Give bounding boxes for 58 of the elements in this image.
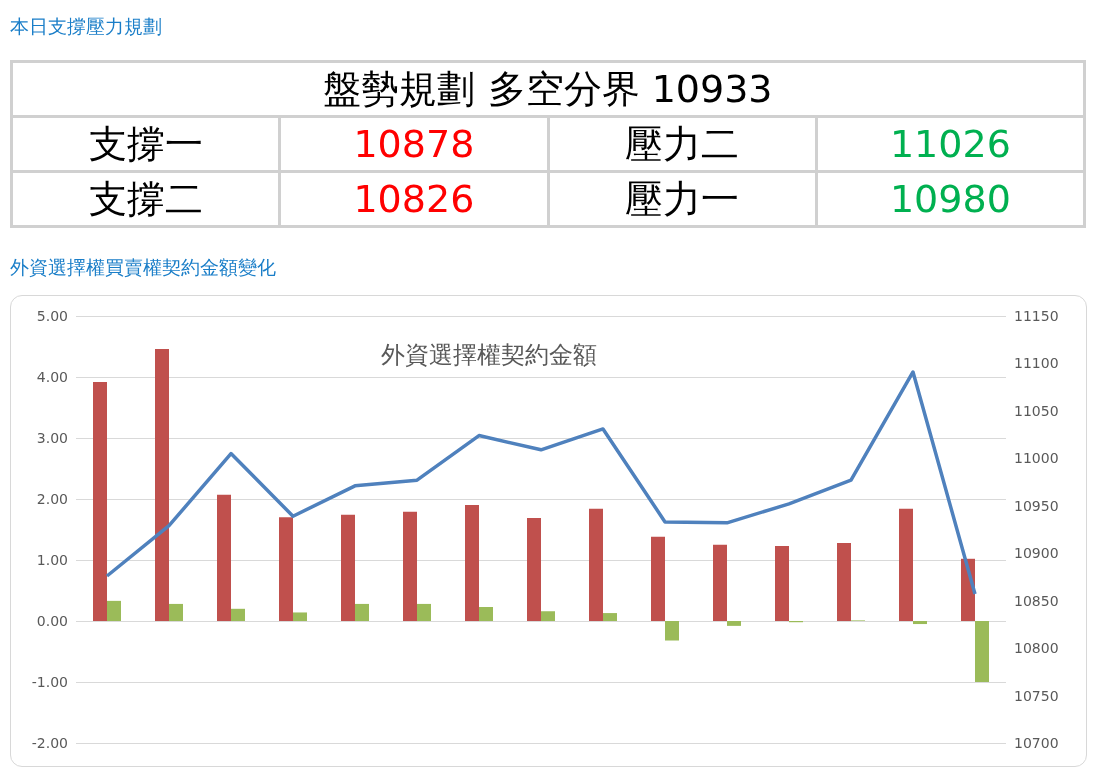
bar xyxy=(541,611,555,621)
bar xyxy=(465,505,479,621)
y-tick-label: 3.00 xyxy=(36,430,68,446)
bar xyxy=(169,603,183,621)
text: 10826 xyxy=(279,171,548,227)
text: 10980 xyxy=(816,171,1085,227)
y-tick-label: -2.00 xyxy=(31,735,68,751)
bar xyxy=(603,613,617,621)
bar xyxy=(975,621,989,682)
text: 外資選擇權契約金額 xyxy=(381,341,597,369)
y2-tick-label: 10750 xyxy=(1014,687,1059,704)
text: 壓力一 xyxy=(548,171,817,227)
y-tick-label: 1.00 xyxy=(36,552,68,568)
bar xyxy=(355,603,369,621)
y2-tick-label: 10900 xyxy=(1014,545,1059,562)
bar xyxy=(727,621,741,626)
bar xyxy=(231,608,245,621)
y2-tick-label: 10700 xyxy=(1014,735,1059,751)
y-tick-label: 5.00 xyxy=(36,308,68,324)
y2-tick-label: 10850 xyxy=(1014,592,1059,609)
y-tick-label: 0.00 xyxy=(36,613,68,629)
bar xyxy=(403,511,417,621)
text: 盤勢規劃 多空分界 10933 xyxy=(11,61,1085,117)
text: 外資選擇權買賣權契約金額變化 xyxy=(10,255,276,280)
bar xyxy=(651,536,665,621)
bar xyxy=(527,517,541,621)
text: 11026 xyxy=(816,116,1085,172)
text: 本日支撐壓力規劃 xyxy=(10,14,162,39)
y-tick-label: -1.00 xyxy=(31,674,68,690)
bar xyxy=(665,621,679,641)
y-tick-label: 2.00 xyxy=(36,491,68,507)
bar xyxy=(479,606,493,621)
bar xyxy=(217,494,231,621)
bar xyxy=(341,514,355,621)
line-series xyxy=(105,370,977,596)
y2-tick-label: 11100 xyxy=(1014,355,1059,372)
bar xyxy=(837,542,851,621)
bar xyxy=(913,621,927,625)
bar xyxy=(899,508,913,621)
text: 壓力二 xyxy=(548,116,817,172)
text: 支撐二 xyxy=(11,171,280,227)
y-tick-label: 4.00 xyxy=(36,369,68,385)
y2-tick-label: 11000 xyxy=(1014,450,1059,467)
bar xyxy=(293,612,307,621)
bar xyxy=(155,348,169,621)
y2-tick-label: 10950 xyxy=(1014,497,1059,514)
bar xyxy=(279,517,293,621)
bar xyxy=(93,381,107,621)
text: 支撐一 xyxy=(11,116,280,172)
bar xyxy=(589,508,603,621)
bar xyxy=(713,544,727,621)
text: 10878 xyxy=(279,116,548,172)
bar xyxy=(775,545,789,621)
bar xyxy=(107,600,121,621)
y2-tick-label: 11050 xyxy=(1014,402,1059,419)
bar xyxy=(417,603,431,621)
y2-tick-label: 10800 xyxy=(1014,640,1059,657)
y2-tick-label: 11150 xyxy=(1014,308,1059,324)
